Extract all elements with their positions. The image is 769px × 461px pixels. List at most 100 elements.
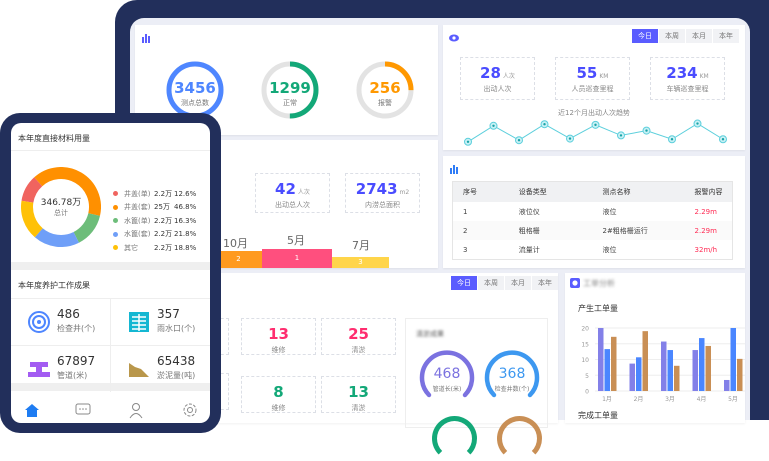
phone-screen: 本年度直接材料用量 346.78万 总计 井盖(单) 2.2万 12.6% 井盖(套)… [11,123,210,423]
legend-amount: 2.2万 [154,230,173,238]
bar [661,341,667,391]
bar-chart-icon [450,165,458,174]
tab-1[interactable]: 本周 [478,276,504,290]
settings-icon[interactable] [181,401,199,419]
bar [737,358,743,391]
table-cell: 液位 [602,207,617,216]
donut-total-label: 总计 [54,209,68,217]
stat-label: 出动人次 [483,85,512,93]
bar-chart-icon [142,34,150,43]
tab-3[interactable]: 本年 [532,276,558,290]
maintenance-stat-box: 13 清淤 [321,376,396,413]
ring-label: 报警 [378,99,392,107]
tab-3[interactable]: 本年 [713,29,739,43]
x-tick-label: 3月 [665,396,675,403]
ring-2: 256 报警 [355,60,415,120]
table-row[interactable]: 3 流量计 液位 32m/h [453,240,732,259]
stat-value: 2743 [355,180,398,198]
table-cell: 2#粗格栅运行 [592,221,685,240]
user-icon[interactable] [127,401,145,419]
stat-value: 234 [666,64,698,82]
x-tick-label: 2月 [634,396,644,403]
chart-title: 产生工单量 [578,304,618,313]
tab-2[interactable]: 本月 [505,276,531,290]
legend-dot [113,191,118,196]
patrol-stat-box: 234 KM 车辆巡查里程 [650,57,725,100]
gauge-1: 368 检查井数(个) [484,349,540,405]
column-header: 设备类型 [508,182,593,202]
legend-dot [113,204,118,210]
ring-value: 256 [369,79,401,97]
column-header: 序号 [453,182,509,202]
stat-label: 出动总人次 [275,201,310,209]
table-row[interactable]: 2 粗格栅 2#粗格栅运行 2.29m [453,221,732,240]
work-order-bar-chart: 0 5 10 15 20 1月 2月 3月 4月 5月 [581,326,745,403]
tab-0[interactable]: 今日 [632,29,658,43]
pie-chart-icon [570,278,580,288]
maintenance-stat-box: 25 清淤 [321,318,396,355]
y-tick-label: 0 [585,389,589,396]
stat-value: 8 [273,383,284,401]
ring-1: 1299 正常 [260,60,320,120]
tab-1[interactable]: 本周 [659,29,685,43]
rank-bar: 1 [262,249,332,268]
work-order-panel: 工单分析 产生工单量 0 5 10 15 20 1月 2月 3月 4月 5月 完成工单量 [565,273,745,423]
divider [11,262,210,270]
stat-unit: KM [699,73,709,80]
bar [699,338,705,391]
stat-unit: KM [599,73,609,80]
bar [636,357,642,391]
legend-dot [113,231,118,237]
stat-label: 内涝总面积 [365,201,400,209]
y-tick-label: 15 [581,341,589,348]
ring-label: 测点总数 [181,99,209,107]
legend-name: 其它 [124,243,138,252]
gauge-partial [497,416,542,461]
ring-label: 正常 [283,99,297,107]
legend-item: 水篦(单) 2.2万 16.3% [113,214,196,227]
rank-bar: 3 [332,257,389,268]
ring-value: 3456 [174,79,216,97]
donut-slice [34,227,79,247]
stat-unit: 人次 [502,73,515,80]
stat-value: 67897 [57,354,96,368]
patrol-stat-box: 28 人次 出动人次 [460,57,535,100]
legend-pct: 46.8% [174,203,197,211]
table-cell: 2 [453,221,509,240]
gauge-value: 368 [498,366,526,382]
gauge-label: 检查井数(个) [494,386,530,393]
stat-value: 42 [275,180,296,198]
donut-slice [73,212,100,243]
maintenance-title: 本年度养护工作成果 [18,281,90,290]
bar [667,350,673,391]
bar [598,328,604,391]
stat-label: 雨水口(个) [157,324,196,333]
bar [692,350,698,391]
table-cell: 3 [463,245,468,254]
table-row[interactable]: 1 液位仪 液位 2.29m [453,202,732,221]
table-cell: 液位仪 [518,207,540,216]
legend-pct: 18.8% [174,243,197,252]
tab-0[interactable]: 今日 [451,276,477,290]
gauge-label: 管道长(米) [432,386,462,393]
table-cell: 粗格栅 [508,221,593,240]
donut-slice [21,200,43,238]
legend-item: 井盖(单) 2.2万 12.6% [113,187,196,200]
table-cell: 1 [463,207,468,216]
stat-label: 淤泥量(吨) [157,371,196,380]
bar [730,328,736,391]
stat-label: 检查井(个) [57,324,96,333]
tab-2[interactable]: 本月 [686,29,712,43]
maintenance-stat: 65438 淤泥量(吨) [111,345,210,392]
y-tick-label: 5 [585,373,589,380]
month-label: 10月 [223,237,248,250]
legend-name: 水篦(套) [124,230,151,238]
patrol-panel: 今日 本周 本月 本年 28 人次 出动人次 55 KM 人员巡查里程 234 KM 车辆巡查里程 近… [443,25,745,150]
stat-value: 65438 [157,354,196,368]
donut-slice [21,177,43,203]
message-icon[interactable] [74,401,92,419]
legend-amount: 2.2万 [154,216,173,225]
home-icon[interactable] [23,401,41,419]
stat-label: 维修 [271,346,286,354]
donut-total: 346.78万 [40,198,82,208]
